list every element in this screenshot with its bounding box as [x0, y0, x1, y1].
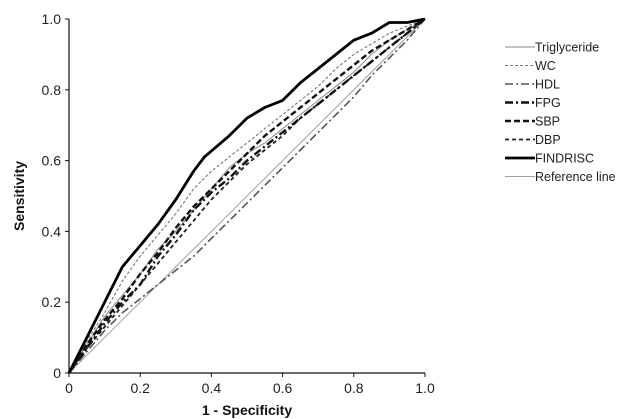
tick-layer: 0 0.2 0.4 0.6 0.8 1.0 0 0.2 0.4 0.6 0.8 1.0 [42, 11, 435, 396]
x-tick-label: 1.0 [415, 380, 435, 396]
y-tick-label: 0.4 [42, 223, 62, 239]
x-tick-label: 0.8 [344, 380, 364, 396]
legend-label: FINDRISC [535, 152, 594, 166]
series-line-wc [68, 18, 426, 374]
legend-label: WC [535, 59, 556, 73]
y-tick-label: 0 [53, 365, 61, 381]
x-tick-label: 0 [65, 380, 73, 396]
y-tick-label: 1.0 [42, 11, 62, 27]
y-tick-label: 0.6 [42, 153, 62, 169]
legend-label: DBP [535, 133, 561, 147]
x-axis-title: 1 - Specificity [202, 402, 292, 418]
legend-label: SBP [535, 115, 560, 129]
series-line-reference-line [68, 18, 426, 374]
axes-layer [68, 19, 425, 374]
x-tick-label: 0.2 [130, 380, 150, 396]
x-tick-label: 0.6 [273, 380, 293, 396]
series-line-sbp [67, 17, 426, 374]
legend-label: FPG [535, 96, 561, 110]
series-line-findrisc [67, 17, 426, 374]
y-axis-title: Sensitivity [11, 161, 27, 231]
legend-label: HDL [535, 78, 560, 92]
legend-label: Reference line [535, 170, 616, 184]
legend: Triglyceride WC HDL FPG SBP DBP FINDRISC Refere… [505, 41, 616, 184]
series-line-dbp [68, 18, 426, 374]
x-tick-label: 0.4 [202, 380, 222, 396]
y-tick-label: 0.2 [42, 294, 62, 310]
legend-label: Triglyceride [535, 41, 599, 55]
series-line-fpg [68, 18, 426, 374]
y-tick-label: 0.8 [42, 82, 62, 98]
series-layer [67, 17, 426, 374]
series-line-hdl [68, 18, 426, 374]
